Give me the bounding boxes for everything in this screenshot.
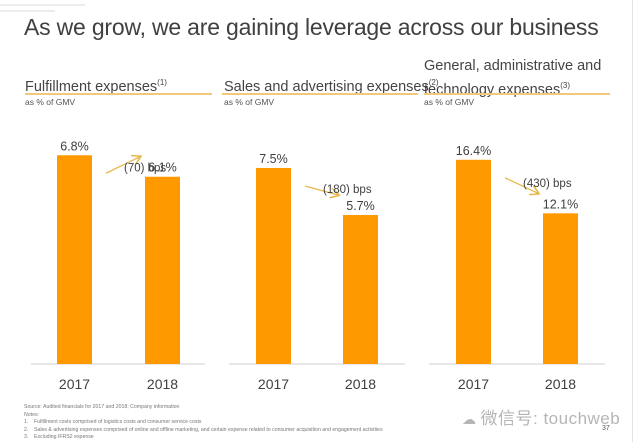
footnote-item: 1. Fulfillment costs comprised of logisti…	[24, 419, 383, 427]
bar-2017	[456, 159, 491, 364]
source-note: Source: Audited financials for 2017 and …	[24, 404, 180, 410]
bar-2017	[57, 155, 92, 364]
wechat-watermark: ☁ 微信号: touchweb	[462, 404, 620, 429]
ghost-watermark	[0, 4, 85, 6]
panel-divider	[222, 93, 418, 95]
panel-subtitle: as % of GMV	[424, 97, 475, 107]
watermark-text: 微信号: touchweb	[480, 409, 621, 428]
data-label: 6.1%	[148, 161, 177, 175]
panel-subtitle: as % of GMV	[25, 97, 76, 107]
x-tick-label: 2018	[345, 376, 376, 392]
data-label: 5.7%	[346, 199, 375, 213]
change-arrow	[504, 177, 538, 194]
footnote-number: 1.	[24, 419, 29, 426]
footnote-text: Fulfillment costs comprised of logistics…	[34, 419, 202, 426]
bar-2018	[543, 213, 578, 364]
footnote-item: 3. Excluding IFRS2 expense	[24, 434, 383, 442]
footnote-number: 3.	[24, 434, 29, 441]
x-tick-label: 2018	[545, 376, 576, 392]
data-label: 6.8%	[60, 139, 89, 153]
footnote-ref: (2)	[428, 78, 439, 87]
footnote-ref: (3)	[560, 81, 571, 90]
data-label: 7.5%	[259, 152, 288, 166]
bar-2018	[145, 176, 180, 364]
footnote-item: 2. Sales & advertising expenses comprised…	[24, 427, 383, 435]
data-label: 12.1%	[543, 197, 578, 211]
panel-title-text: Sales and advertising expenses	[224, 79, 429, 95]
panel-title-sales-advertising: Sales and advertising expenses(2)	[224, 73, 439, 97]
data-label: 16.4%	[456, 144, 491, 158]
change-annotation: (430) bps	[523, 178, 572, 190]
x-tick-label: 2017	[258, 376, 289, 392]
change-annotation: (180) bps	[323, 184, 372, 196]
panel-title-line: General, administrative and	[424, 58, 602, 74]
bar-2017	[256, 167, 291, 364]
slide-title: As we grow, we are gaining leverage acro…	[24, 14, 599, 40]
notes-label: Notes:	[24, 411, 39, 418]
footnote-text: Excluding IFRS2 expense	[34, 434, 94, 441]
change-arrow	[304, 185, 338, 195]
footnote-text: Sales & advertising expenses comprised o…	[34, 426, 383, 433]
slide-edge	[632, 0, 633, 442]
x-tick-label: 2017	[458, 376, 489, 392]
page-number: 37	[602, 425, 610, 432]
x-tick-label: 2018	[147, 376, 178, 392]
panel-title-fulfillment: Fulfillment expenses(1)	[25, 73, 167, 97]
ghost-watermark	[0, 10, 55, 12]
bar-2018	[343, 215, 378, 364]
change-arrow	[105, 157, 140, 174]
x-tick-label: 2017	[59, 376, 90, 392]
wechat-icon: ☁	[462, 411, 477, 427]
footnotes: Source: Audited financials for 2017 and …	[24, 404, 383, 442]
footnote-ref: (1)	[157, 78, 167, 87]
footnote-number: 2.	[24, 426, 29, 433]
panel-divider	[25, 93, 212, 95]
panel-divider	[424, 93, 610, 95]
change-annotation: (70) bps	[124, 162, 166, 174]
panel-title-text: Fulfillment expenses	[25, 79, 158, 95]
panel-subtitle: as % of GMV	[224, 97, 275, 107]
